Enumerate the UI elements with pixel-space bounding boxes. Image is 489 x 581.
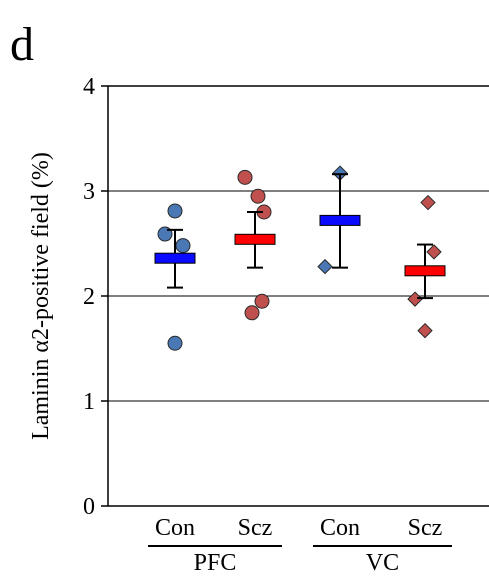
x-tick-label: Con (155, 515, 195, 541)
panel-label: d (10, 18, 34, 71)
y-tick-label: 0 (83, 494, 95, 520)
data-point (175, 238, 191, 254)
data-point (317, 258, 333, 275)
x-tick-label: Scz (238, 515, 273, 541)
data-point (426, 244, 442, 260)
data-point (237, 169, 253, 185)
x-tick-label: Con (320, 515, 360, 541)
y-tick-label: 4 (83, 74, 95, 100)
data-point (167, 335, 183, 351)
mean-bar (404, 265, 446, 277)
mean-bar (319, 214, 361, 226)
data-point (420, 194, 436, 211)
mean-bar (154, 252, 196, 264)
y-axis-label: Laminin α2-positive field (%) (28, 152, 54, 440)
data-point (167, 203, 183, 219)
region-label: PFC (194, 550, 237, 576)
y-tick-label: 3 (83, 179, 95, 205)
y-tick-label: 2 (83, 284, 95, 310)
x-tick-label: Scz (408, 515, 443, 541)
mean-bar (234, 233, 276, 245)
data-point (254, 293, 270, 309)
data-point (407, 291, 423, 307)
data-point (250, 188, 266, 204)
gridlines (108, 190, 489, 402)
region-label: VC (366, 550, 399, 576)
data-marks (154, 165, 446, 351)
y-tick-label: 1 (83, 389, 95, 415)
data-point (244, 305, 260, 321)
data-point (417, 322, 433, 339)
y-ticks: 0 1 2 3 4 (83, 74, 108, 520)
